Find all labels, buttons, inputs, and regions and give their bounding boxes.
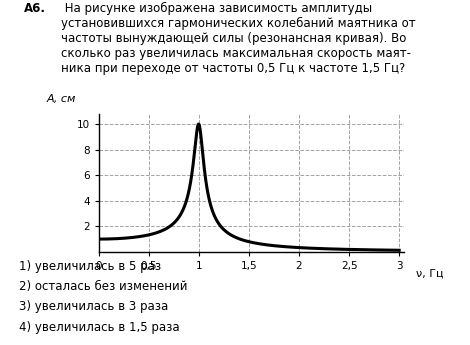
Text: 3) увеличилась в 3 раза: 3) увеличилась в 3 раза [19, 300, 168, 314]
Text: 4) увеличилась в 1,5 раза: 4) увеличилась в 1,5 раза [19, 321, 180, 334]
Text: ν, Гц: ν, Гц [416, 268, 444, 278]
Text: A, см: A, см [47, 94, 76, 104]
Text: 1) увеличилась в 5 раз: 1) увеличилась в 5 раз [19, 260, 161, 274]
Text: На рисунке изображена зависимость амплитуды
установившихся гармонических колебан: На рисунке изображена зависимость амплит… [61, 2, 416, 75]
Text: А6.: А6. [24, 2, 46, 15]
Text: 2) осталась без изменений: 2) осталась без изменений [19, 280, 188, 294]
